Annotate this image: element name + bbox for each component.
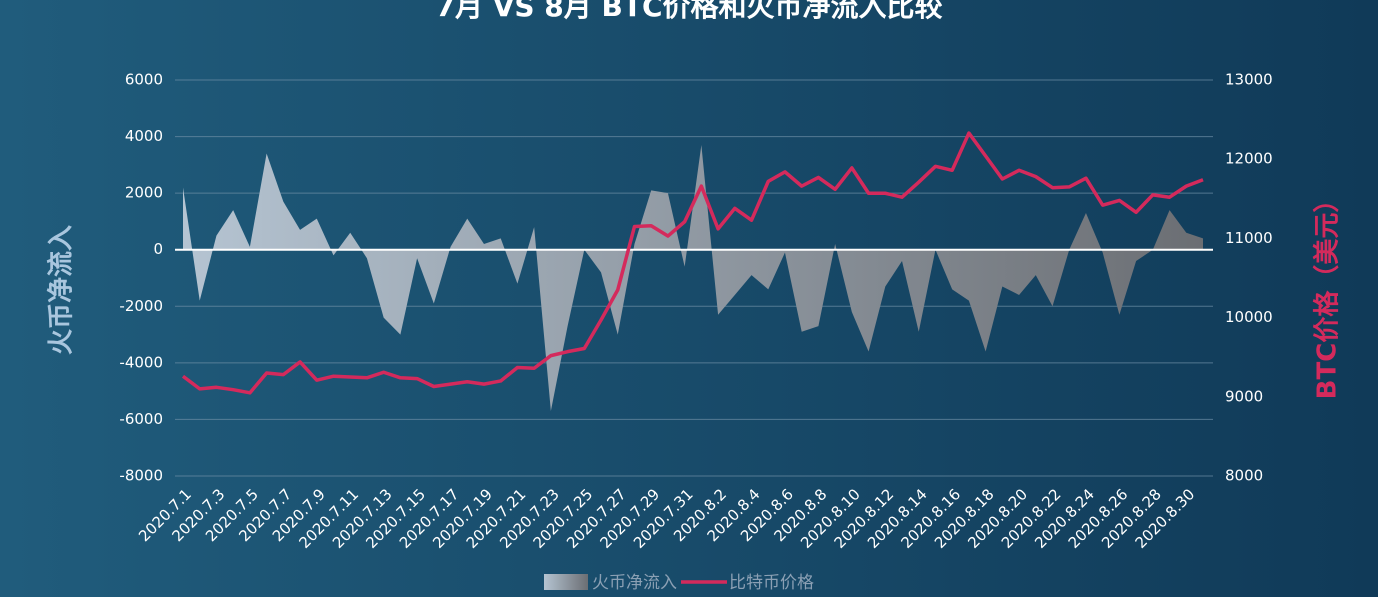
y-tick-label: 4000: [125, 127, 163, 145]
legend-label: 比特币价格: [729, 573, 814, 593]
y-tick-label: -4000: [119, 353, 163, 371]
y-tick-label: 2000: [125, 184, 163, 202]
line: [181, 131, 1204, 395]
y2-axis-label: BTC价格（美元）: [1312, 187, 1343, 400]
y-tick-label: -2000: [119, 297, 163, 315]
y2-tick-label: 13000: [1225, 71, 1273, 89]
legend-swatch: [544, 574, 588, 590]
area: [183, 145, 1203, 411]
y2-tick-label: 9000: [1225, 387, 1263, 405]
legend-label: 火币净流入: [592, 573, 677, 593]
y-axis-label: 火币净流入: [47, 225, 77, 355]
y-tick-label: 0: [153, 240, 163, 258]
y2-tick-label: 8000: [1225, 467, 1263, 485]
y-tick-label: -8000: [119, 467, 163, 485]
y2-tick-label: 10000: [1225, 308, 1273, 326]
y2-tick-label: 11000: [1225, 229, 1273, 247]
y-tick-label: 6000: [125, 71, 163, 89]
y2-tick-label: 12000: [1225, 150, 1273, 168]
y-tick-label: -6000: [119, 410, 163, 428]
chart-title: 7月 VS 8月 BTC价格和火币净流入比较: [435, 0, 942, 23]
